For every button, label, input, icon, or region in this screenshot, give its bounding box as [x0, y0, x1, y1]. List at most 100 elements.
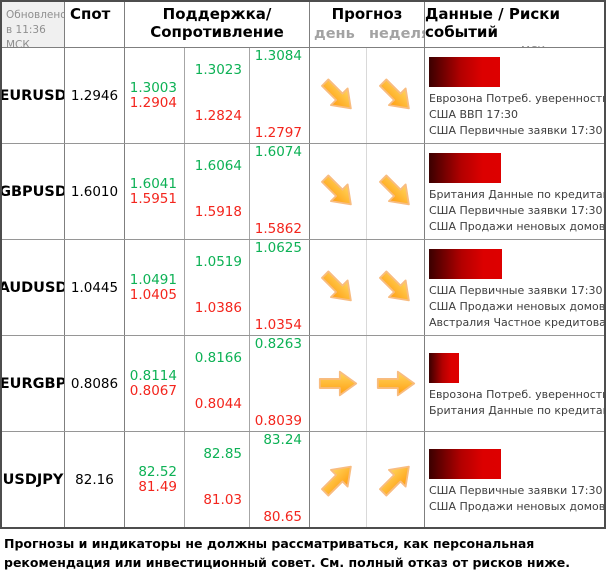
near-support-value: 1.2904 [129, 94, 177, 111]
forecast-week-arrow-icon [376, 370, 415, 397]
event-item: США Продажи неновых домов 19:00 [429, 499, 604, 513]
forecast-day-arrow-icon [318, 370, 358, 397]
event-item: США Продажи неновых домов 19:00 [429, 299, 604, 313]
sr-mid-levels: 1.6064 1.5918 [185, 144, 250, 239]
column-header-data-risks: Данные / Риски событий время МСК [425, 2, 604, 47]
spot-price: 1.6010 [65, 144, 125, 239]
risk-magnitude-bar [429, 448, 501, 479]
data-risks-subtitle: время МСК [484, 45, 545, 47]
mid-support-value: 0.8044 [194, 396, 242, 412]
event-item: Британия Данные по кредитам 13:30 [429, 403, 604, 417]
event-item: Британия Данные по кредитам 13:30 [429, 187, 604, 201]
near-support-value: 1.0405 [129, 286, 177, 303]
forecast-day-arrow-icon [321, 270, 352, 302]
table-body: EURUSD 1.2946 1.3003 1.2904 1.3023 1.282… [2, 48, 604, 527]
mid-support-value: 1.0386 [194, 300, 242, 316]
data-risks-cell: Еврозона Потреб. уверенность 14:00 США ВВ… [425, 48, 604, 143]
sr-far-levels: 83.24 80.65 [250, 432, 310, 527]
table-header: Обновлено в 11:36 МСК Спот Поддержка/Соп… [2, 2, 604, 48]
column-header-spot: Спот [65, 2, 125, 47]
far-support-value: 1.0354 [254, 317, 302, 333]
forecast-day-cell [310, 240, 367, 335]
forecast-day-cell [310, 336, 367, 431]
far-resistance-value: 1.0625 [254, 240, 302, 256]
updated-line2: в 11:36 МСК [6, 24, 46, 47]
pair-name: AUDUSD [2, 240, 65, 335]
event-list: Британия Данные по кредитам 13:30 США Пер… [429, 187, 604, 235]
far-resistance-value: 1.6074 [254, 144, 302, 160]
mid-resistance-value: 1.6064 [194, 158, 242, 174]
near-resistance-value: 1.3003 [129, 79, 177, 96]
event-item: Еврозона Потреб. уверенность 14:00 [429, 91, 604, 105]
forecast-day-arrow-icon [321, 174, 352, 206]
sr-mid-levels: 0.8166 0.8044 [185, 336, 250, 431]
forecast-title: Прогноз [331, 5, 403, 23]
mid-resistance-value: 82.85 [203, 446, 242, 462]
forecast-week-cell [367, 48, 425, 143]
risk-magnitude-bar [429, 352, 459, 383]
forecast-week-cell [367, 336, 425, 431]
event-item: США Первичные заявки 17:30 [429, 123, 603, 137]
event-list: США Первичные заявки 17:30 США Продажи не… [429, 483, 604, 515]
forecast-week-arrow-icon [378, 78, 410, 110]
currency-row: EURGBP 0.8086 0.8114 0.8067 0.8166 0.804… [2, 336, 604, 432]
sr-far-levels: 1.3084 1.2797 [250, 48, 310, 143]
spot-price: 0.8086 [65, 336, 125, 431]
spot-price: 82.16 [65, 432, 125, 527]
forecast-week-arrow-icon [378, 270, 410, 302]
near-resistance-value: 0.8114 [129, 367, 177, 384]
spot-price: 1.2946 [65, 48, 125, 143]
event-item: Еврозона Потреб. уверенность 14:00 [429, 387, 604, 401]
mid-support-value: 1.5918 [194, 204, 242, 220]
column-header-forecast: Прогноз день неделя [310, 2, 425, 47]
forecast-week-arrow-icon [378, 465, 410, 497]
risk-magnitude-bar [429, 248, 502, 279]
updated-line1: Обновлено [6, 9, 65, 21]
far-support-value: 1.2797 [254, 125, 302, 141]
pair-name: USDJPY [2, 432, 65, 527]
event-item: США Первичные заявки 17:30 [429, 483, 603, 497]
sr-near-levels: 1.3003 1.2904 [125, 48, 185, 143]
far-resistance-value: 0.8263 [254, 336, 302, 352]
currency-row: GBPUSD 1.6010 1.6041 1.5951 1.6064 1.591… [2, 144, 604, 240]
subheader-week: неделя [369, 26, 425, 42]
event-item: США Первичные заявки 17:30 [429, 203, 603, 217]
forecast-day-arrow-icon [321, 465, 352, 497]
sr-far-levels: 1.0625 1.0354 [250, 240, 310, 335]
currency-row: AUDUSD 1.0445 1.0491 1.0405 1.0519 1.038… [2, 240, 604, 336]
far-resistance-value: 1.3084 [254, 48, 302, 64]
risk-magnitude-bar [429, 152, 501, 183]
data-risks-cell: Британия Данные по кредитам 13:30 США Пер… [425, 144, 604, 239]
updated-timestamp: Обновлено в 11:36 МСК [2, 2, 65, 47]
sr-far-levels: 0.8263 0.8039 [250, 336, 310, 431]
currency-row: EURUSD 1.2946 1.3003 1.2904 1.3023 1.282… [2, 48, 604, 144]
sr-mid-levels: 1.0519 1.0386 [185, 240, 250, 335]
near-support-value: 81.49 [138, 478, 177, 495]
data-risks-cell: США Первичные заявки 17:30 США Продажи не… [425, 240, 604, 335]
data-risks-cell: США Первичные заявки 17:30 США Продажи не… [425, 432, 604, 527]
currency-row: USDJPY 82.16 82.52 81.49 82.85 81.03 83.… [2, 432, 604, 527]
event-list: США Первичные заявки 17:30 США Продажи не… [429, 283, 604, 331]
event-list: Еврозона Потреб. уверенность 14:00 Британ… [429, 387, 604, 419]
data-risks-title: Данные / Риски событий [425, 5, 560, 41]
fx-levels-table: Обновлено в 11:36 МСК Спот Поддержка/Соп… [0, 0, 606, 529]
data-risks-cell: Еврозона Потреб. уверенность 14:00 Британ… [425, 336, 604, 431]
sr-near-levels: 1.0491 1.0405 [125, 240, 185, 335]
forecast-day-cell [310, 48, 367, 143]
forecast-day-cell [310, 432, 367, 527]
spot-price: 1.0445 [65, 240, 125, 335]
sr-far-levels: 1.6074 1.5862 [250, 144, 310, 239]
near-resistance-value: 1.6041 [129, 175, 177, 192]
mid-support-value: 81.03 [203, 492, 242, 508]
far-resistance-value: 83.24 [263, 432, 302, 448]
forecast-subheaders: день неделя [310, 26, 424, 42]
sr-near-levels: 82.52 81.49 [125, 432, 185, 527]
pair-name: EURUSD [2, 48, 65, 143]
sr-near-levels: 1.6041 1.5951 [125, 144, 185, 239]
mid-resistance-value: 0.8166 [194, 350, 242, 366]
column-header-support-resistance: Поддержка/Сопротивление [125, 2, 310, 47]
mid-resistance-value: 1.0519 [194, 254, 242, 270]
sr-near-levels: 0.8114 0.8067 [125, 336, 185, 431]
near-support-value: 0.8067 [129, 382, 177, 399]
event-item: США Первичные заявки 17:30 [429, 283, 603, 297]
